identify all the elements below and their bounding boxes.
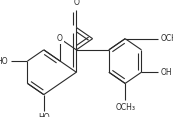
Text: OCH₃: OCH₃ (161, 34, 173, 43)
Text: O: O (73, 0, 79, 7)
Text: HO: HO (38, 113, 50, 117)
Text: HO: HO (0, 57, 8, 66)
Text: OCH₃: OCH₃ (115, 103, 135, 112)
Text: O: O (57, 34, 63, 43)
Text: OH: OH (161, 68, 172, 77)
